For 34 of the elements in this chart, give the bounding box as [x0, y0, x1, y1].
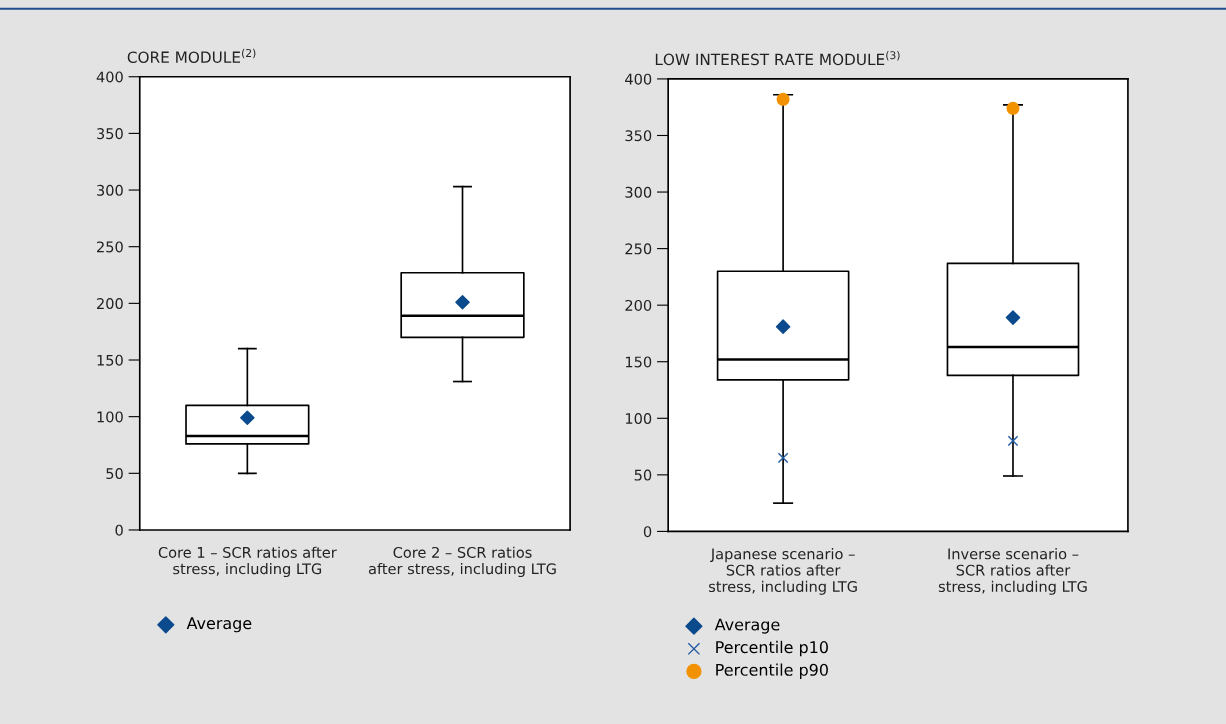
y-tick-label: 0	[115, 524, 123, 536]
y-tick-label: 250	[625, 243, 652, 255]
y-tick-label: 200	[625, 299, 652, 311]
x-tick-label: Inverse scenario – SCR ratios after stress, including LTG	[938, 548, 1087, 595]
chart-title: LOW INTEREST RATE MODULE$^{(3)}$	[655, 50, 900, 66]
y-tick-label: 50	[106, 468, 123, 480]
y-tick-label: 300	[625, 186, 652, 198]
y-tick-label: 150	[97, 354, 123, 366]
legend-label: Percentile p10	[716, 640, 828, 657]
y-tick-label: 400	[96, 71, 123, 83]
y-tick-label: 350	[97, 128, 123, 140]
point	[777, 452, 789, 464]
y-tick-label: 350	[625, 130, 652, 142]
y-tick-label: 50	[634, 469, 652, 481]
chart-title: CORE MODULE$^{(2)}$	[127, 48, 256, 63]
y-tick-label: 100	[97, 411, 123, 423]
y-tick-label: 150	[625, 356, 652, 368]
y-tick-label: 0	[643, 526, 652, 538]
x-tick-label: Core 1 – SCR ratios after stress, including LTG	[158, 546, 337, 578]
legend-label: Average	[186, 617, 252, 633]
y-tick-label: 400	[625, 73, 652, 85]
point	[775, 319, 791, 334]
y-tick-label: 200	[97, 298, 123, 310]
legend-label: Percentile p90	[716, 663, 828, 679]
y-tick-label: 250	[97, 241, 123, 253]
x-tick-label: Japanese scenario – SCR ratios after stress, including LTG	[709, 548, 857, 595]
point	[1006, 101, 1020, 115]
y-tick-label: 100	[625, 413, 652, 425]
point	[1007, 435, 1019, 447]
x-tick-label: Core 2 – SCR ratios after stress, including LTG	[368, 546, 556, 578]
point	[776, 92, 790, 106]
y-tick-label: 300	[97, 184, 123, 196]
legend-label: Average	[714, 618, 780, 634]
point	[1005, 310, 1021, 325]
